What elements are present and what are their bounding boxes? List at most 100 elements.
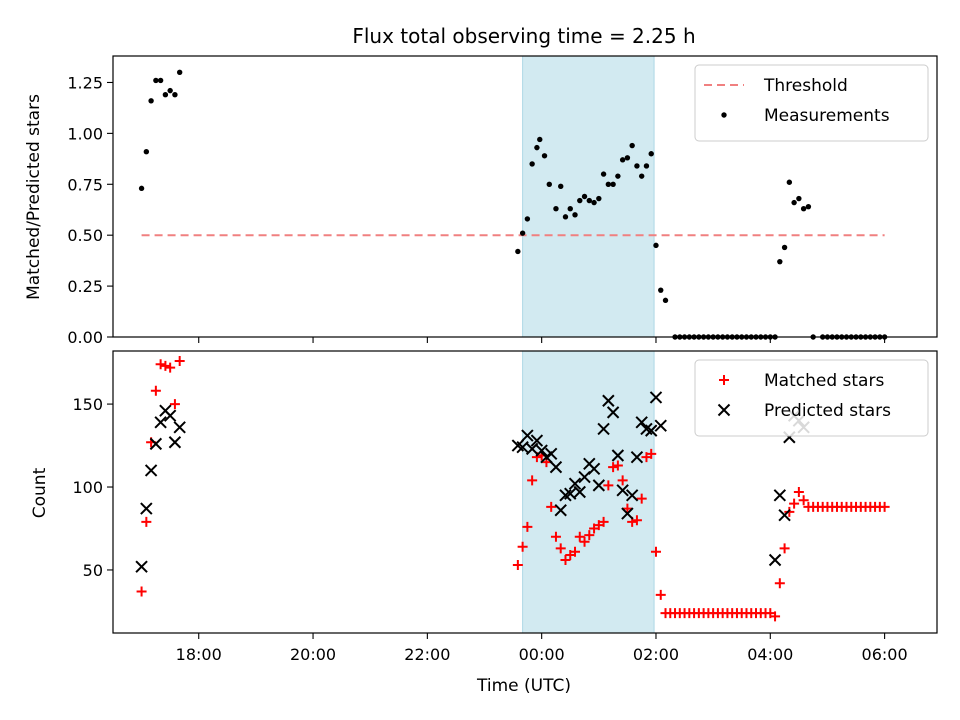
measurement-point [546,181,552,187]
top-highlight-span [522,55,655,338]
predicted-star-point [521,429,534,442]
measurement-point [791,199,797,206]
matched-star-point [612,460,623,471]
matched-star-point [650,546,661,557]
matched-star-point [622,503,633,514]
top-y-tick-label: 1.00 [67,124,103,143]
bottom-y-tick-label: 150 [72,395,103,414]
measurement-point [638,173,645,179]
predicted-star-point [135,560,148,573]
measurement-point [541,153,548,159]
matched-star-point [570,546,581,557]
x-tick-label: 04:00 [747,645,793,664]
matched-star-point [160,360,171,371]
measurement-point [805,203,812,210]
x-tick-label: 18:00 [176,645,222,664]
matched-star-point [174,355,185,366]
predicted-star-point [535,444,548,457]
top-y-axis-label: Matched/Predicted stars [24,94,44,300]
bottom-y-tick-label: 50 [83,561,103,580]
top-panel: 0.00 0.25 0.50 0.75 1.00 1.25 Matched/Predict… [24,55,938,347]
matched-star-point [136,586,147,597]
matched-star-point [793,487,804,497]
predicted-star-point [140,502,153,515]
matched-star-point [517,541,528,552]
measurement-point [800,206,807,212]
x-tick-label: 06:00 [862,645,908,664]
bottom-y-tick-label: 100 [72,478,103,497]
predicted-star-point [549,460,563,474]
measurement-point [600,171,607,177]
measurement-point [167,87,173,94]
predicted-star-point [568,477,582,490]
predicted-star-point [778,509,791,522]
predicted-star-point [544,447,558,461]
top-y-tick-label: 0.75 [67,175,103,194]
predicted-star-point [602,394,615,407]
predicted-star-point [573,485,586,499]
matched-star-point [550,531,561,542]
top-highlight-rect [522,55,655,338]
measurement-point [143,149,150,155]
measurement-point [558,183,564,190]
top-y-tick-label: 0.00 [67,328,103,347]
predicted-star-point [649,391,663,404]
predicted-star-point [592,479,606,492]
measurement-point [796,195,802,202]
measurement-points [138,69,888,340]
matched-star-point [636,493,647,504]
measurement-point [653,242,659,249]
matched-star-point [770,611,781,622]
matched-star-point [141,516,152,527]
predicted-star-point [645,424,658,437]
predicted-star-point [616,484,629,497]
predicted-star-point [154,416,167,429]
matched-star-point [579,536,590,547]
measurement-point [634,163,640,169]
matched-star-point [169,399,180,410]
measurement-point [172,91,178,98]
matched-star-point [522,521,533,532]
x-tick-label: 20:00 [290,645,336,664]
top-y-tick-label: 0.25 [67,277,103,296]
measurement-point [596,195,602,202]
top-legend-label: Measurements [764,106,890,126]
matched-star-point [617,475,628,486]
bottom-y-ticks: 50 100 150 [72,395,113,580]
legend-measurement-swatch [721,112,727,118]
x-tick-label: 02:00 [633,645,679,664]
matched-star-point [608,462,619,473]
measurement-point [777,258,783,265]
top-legend-box [694,64,929,142]
matched-star-point [798,495,809,506]
measurement-point [648,151,654,157]
matched-star-point [560,555,571,566]
top-y-tick-label: 1.25 [67,73,103,92]
matched-star-point [655,589,666,600]
x-tick-label: 00:00 [519,645,565,664]
bottom-axes-frame [112,350,938,634]
x-axis-label: Time (UTC) [476,676,571,696]
measurement-point [553,206,559,212]
measurement-point [591,199,597,206]
matched-star-point [584,530,595,541]
matched-star-point [165,362,176,373]
measurement-point [162,91,169,98]
matched-star-point [631,515,642,526]
measurement-point [605,181,612,187]
matched-star-point [779,543,790,554]
top-axes-frame [112,55,938,338]
predicted-star-point [597,422,610,436]
predicted-star-point [611,449,625,462]
top-y-tick-label: 0.50 [67,226,103,245]
predicted-star-point [654,419,667,432]
measurement-point [138,185,145,192]
matched-star-point [150,385,161,396]
legend-matched-swatch [719,375,729,385]
measurement-point [524,216,531,222]
measurement-point [658,287,664,293]
figure-title: Flux total observing time = 2.25 h [352,24,695,48]
matched-star-point [598,516,609,527]
measurement-point [586,197,593,204]
predicted-star-point [530,434,544,447]
